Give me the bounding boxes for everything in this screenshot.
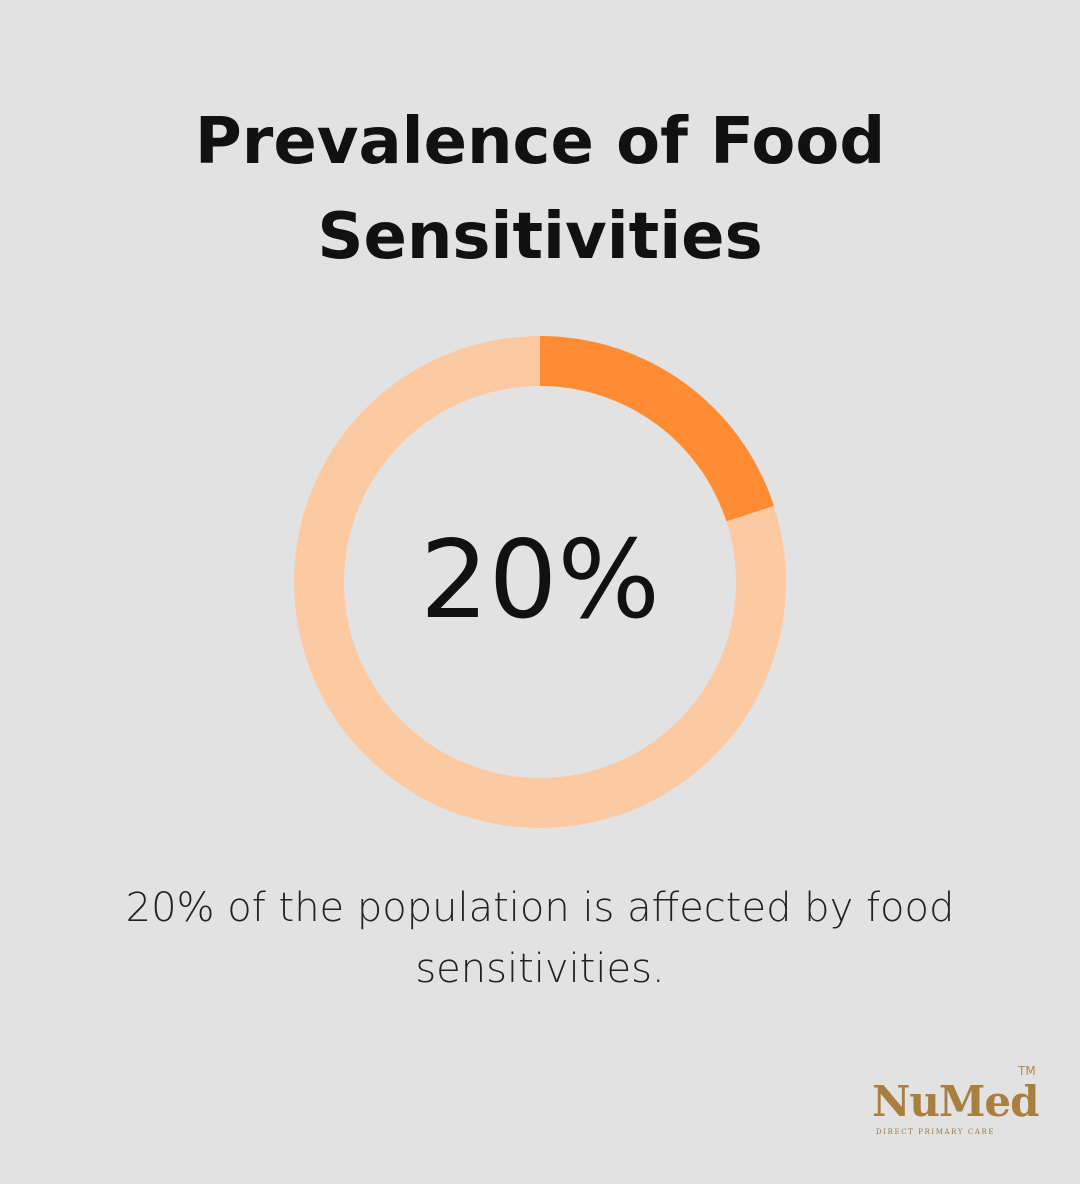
logo-tagline: DIRECT PRIMARY CARE: [876, 1128, 996, 1136]
caption-line-1: 20% of the population is affected by foo…: [125, 885, 955, 931]
donut-slice-affected: [540, 336, 774, 522]
logo-trademark: TM: [1018, 1064, 1036, 1078]
donut-slices: [294, 336, 786, 828]
chart-title: Prevalence of Food Sensitivities: [90, 95, 990, 285]
chart-title-line-1: Prevalence of Food: [194, 105, 886, 179]
caption: 20% of the population is affected by foo…: [60, 878, 1020, 1000]
donut-center-label: 20%: [420, 518, 660, 643]
logo-wordmark: NuMed: [872, 1077, 1040, 1126]
chart-title-line-2: Sensitivities: [317, 200, 763, 274]
caption-line-2: sensitivities.: [415, 946, 665, 992]
donut-chart: 20%: [294, 336, 786, 828]
numed-logo: NuMed TM DIRECT PRIMARY CARE: [872, 1064, 1044, 1144]
